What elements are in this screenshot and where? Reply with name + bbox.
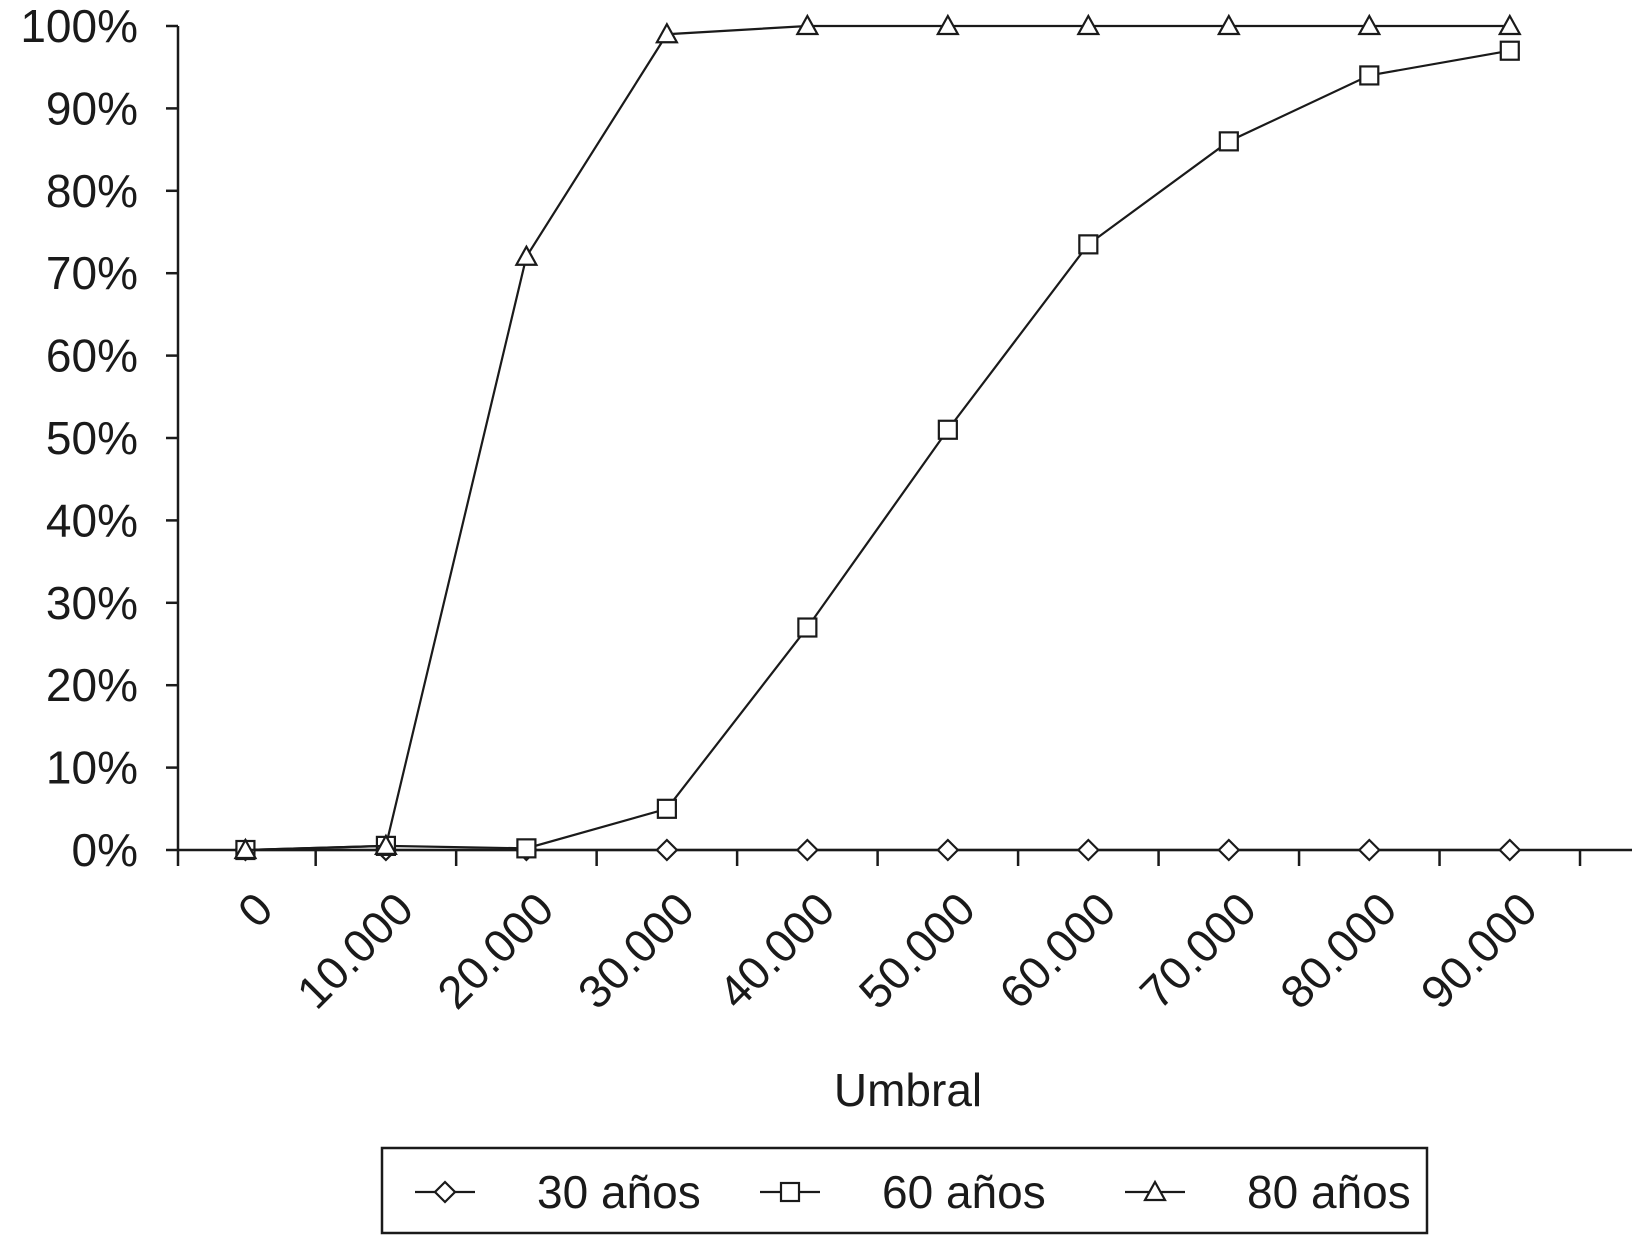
data-point [795,838,819,862]
y-tick-label: 0% [72,824,138,876]
y-tick-label: 80% [46,165,138,217]
data-point [374,833,398,855]
series-layer [233,13,1522,862]
data-point [1076,13,1101,36]
data-point [1499,40,1520,61]
data-point [795,13,820,36]
data-point [1218,131,1239,152]
data-point [656,798,677,819]
x-axis-ticks: 0 10.000 20.000 30.000 40.000 50.000 60.000 70.… [176,850,1582,1019]
x-tick-label: 20.000 [427,882,563,1018]
data-point [655,838,679,862]
y-tick-label: 100% [20,0,138,52]
x-tick-label: 50.000 [849,882,985,1018]
data-point [516,838,537,859]
x-tick-label: 80.000 [1270,882,1406,1018]
legend-entry: 60 años [760,1166,1046,1218]
x-tick-label: 30.000 [568,882,704,1018]
data-point [655,21,679,44]
data-point [1357,13,1382,36]
data-point [233,837,258,860]
legend-label: 60 años [882,1166,1046,1218]
x-tick-label: 0 [228,882,283,937]
data-point [1359,65,1380,86]
legend-label: 30 años [537,1166,701,1218]
y-tick-label: 50% [46,412,138,464]
series-line [245,49,1510,852]
y-axis-ticks: 0% 10% 20% 30% 40% 50% 60% 70% 80% 90% 100% [20,0,178,876]
x-tick-label: 60.000 [989,882,1125,1018]
y-tick-label: 70% [46,247,138,299]
axes [176,26,1632,852]
y-tick-label: 30% [46,577,138,629]
x-tick-label: 40.000 [708,882,844,1018]
legend-entry: 30 años [415,1166,701,1218]
x-tick-label: 10.000 [287,882,423,1018]
data-point [937,419,958,440]
legend: 30 años 60 años 80 años [380,1146,1429,1235]
data-point [1216,13,1241,36]
series-triangle [233,13,1522,860]
data-point [1498,838,1522,862]
y-tick-label: 10% [46,742,138,794]
legend-entry: 80 años [1125,1166,1411,1218]
data-point [797,617,818,638]
legend-box [380,1146,1429,1235]
y-tick-label: 40% [46,494,138,546]
legend-marker [1143,1179,1167,1202]
series-square [235,40,1520,861]
data-point [1217,838,1241,862]
x-tick-label: 70.000 [1130,882,1266,1018]
data-point [935,13,960,36]
legend-marker [433,1180,457,1204]
y-tick-label: 90% [46,82,138,134]
data-point [1076,838,1100,862]
legend-label: 80 años [1247,1166,1411,1218]
y-tick-label: 60% [46,330,138,382]
series-line [245,24,1510,852]
data-point [1497,13,1522,36]
data-point [936,838,960,862]
y-tick-label: 20% [46,659,138,711]
x-tick-label: 90.000 [1411,882,1547,1018]
data-point [1357,838,1381,862]
data-point [1078,234,1099,255]
data-point [514,244,539,266]
x-axis-title: Umbral [834,1064,982,1116]
legend-marker [779,1181,801,1203]
